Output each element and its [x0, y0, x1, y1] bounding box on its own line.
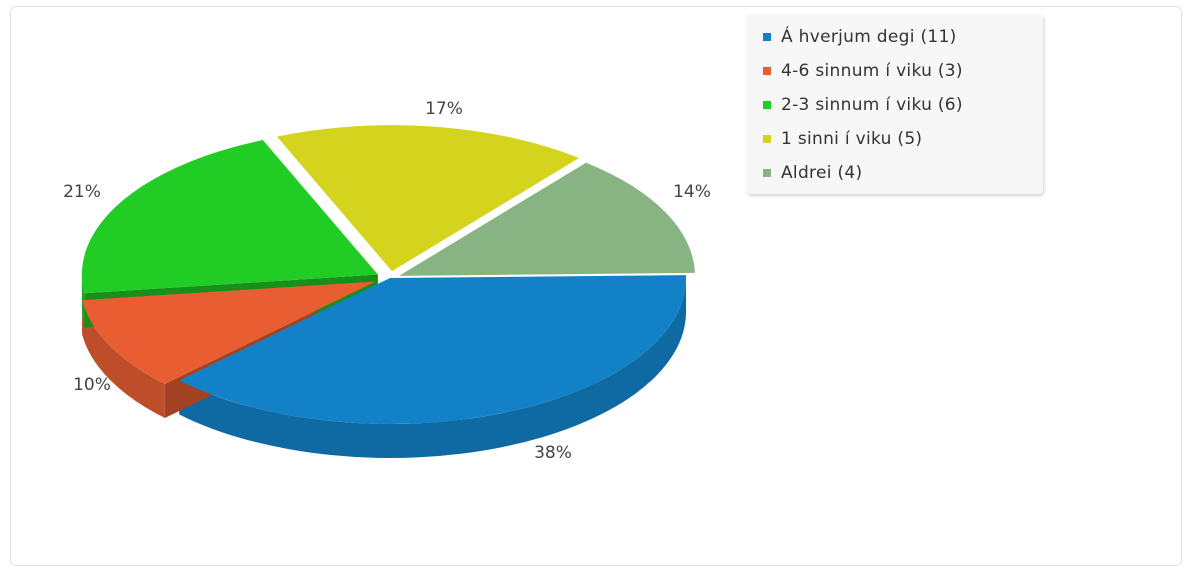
- pie-chart: 38% 10% 21% 17% 14%: [63, 99, 711, 463]
- legend-item-0[interactable]: Á hverjum degi (11): [763, 20, 1043, 54]
- pie-side-0: [179, 278, 686, 458]
- legend-swatch-3: [763, 135, 771, 143]
- pie-side-1: [82, 300, 165, 418]
- legend-item-3[interactable]: 1 sinni í viku (5): [763, 122, 1043, 156]
- legend-swatch-1: [763, 67, 771, 75]
- legend-item-1[interactable]: 4-6 sinnum í viku (3): [763, 54, 1043, 88]
- pie-label-2: 21%: [63, 182, 101, 202]
- pie-label-4: 14%: [673, 182, 711, 202]
- legend-label-2: 2-3 sinnum í viku (6): [781, 95, 963, 115]
- legend-label-3: 1 sinni í viku (5): [781, 129, 923, 149]
- legend: Á hverjum degi (11) 4-6 sinnum í viku (3…: [747, 14, 1043, 194]
- pie-slice-0[interactable]: [179, 275, 686, 424]
- pie-tops: [81, 125, 695, 424]
- legend-label-1: 4-6 sinnum í viku (3): [781, 61, 963, 81]
- legend-swatch-2: [763, 101, 771, 109]
- pie-slice-4[interactable]: [398, 162, 695, 276]
- legend-item-4[interactable]: Aldrei (4): [763, 156, 1043, 190]
- pie-slice-2[interactable]: [81, 140, 378, 294]
- pie-label-3: 17%: [425, 99, 463, 119]
- legend-label-4: Aldrei (4): [781, 163, 863, 183]
- legend-item-2[interactable]: 2-3 sinnum í viku (6): [763, 88, 1043, 122]
- pie-label-1: 10%: [73, 375, 111, 395]
- legend-swatch-4: [763, 169, 771, 177]
- pie-slice-3[interactable]: [276, 125, 580, 272]
- pie-label-0: 38%: [534, 443, 572, 463]
- legend-label-0: Á hverjum degi (11): [781, 27, 957, 47]
- pie-slice-1[interactable]: [82, 281, 376, 384]
- pie-labels: 38% 10% 21% 17% 14%: [63, 99, 711, 463]
- legend-swatch-0: [763, 33, 771, 41]
